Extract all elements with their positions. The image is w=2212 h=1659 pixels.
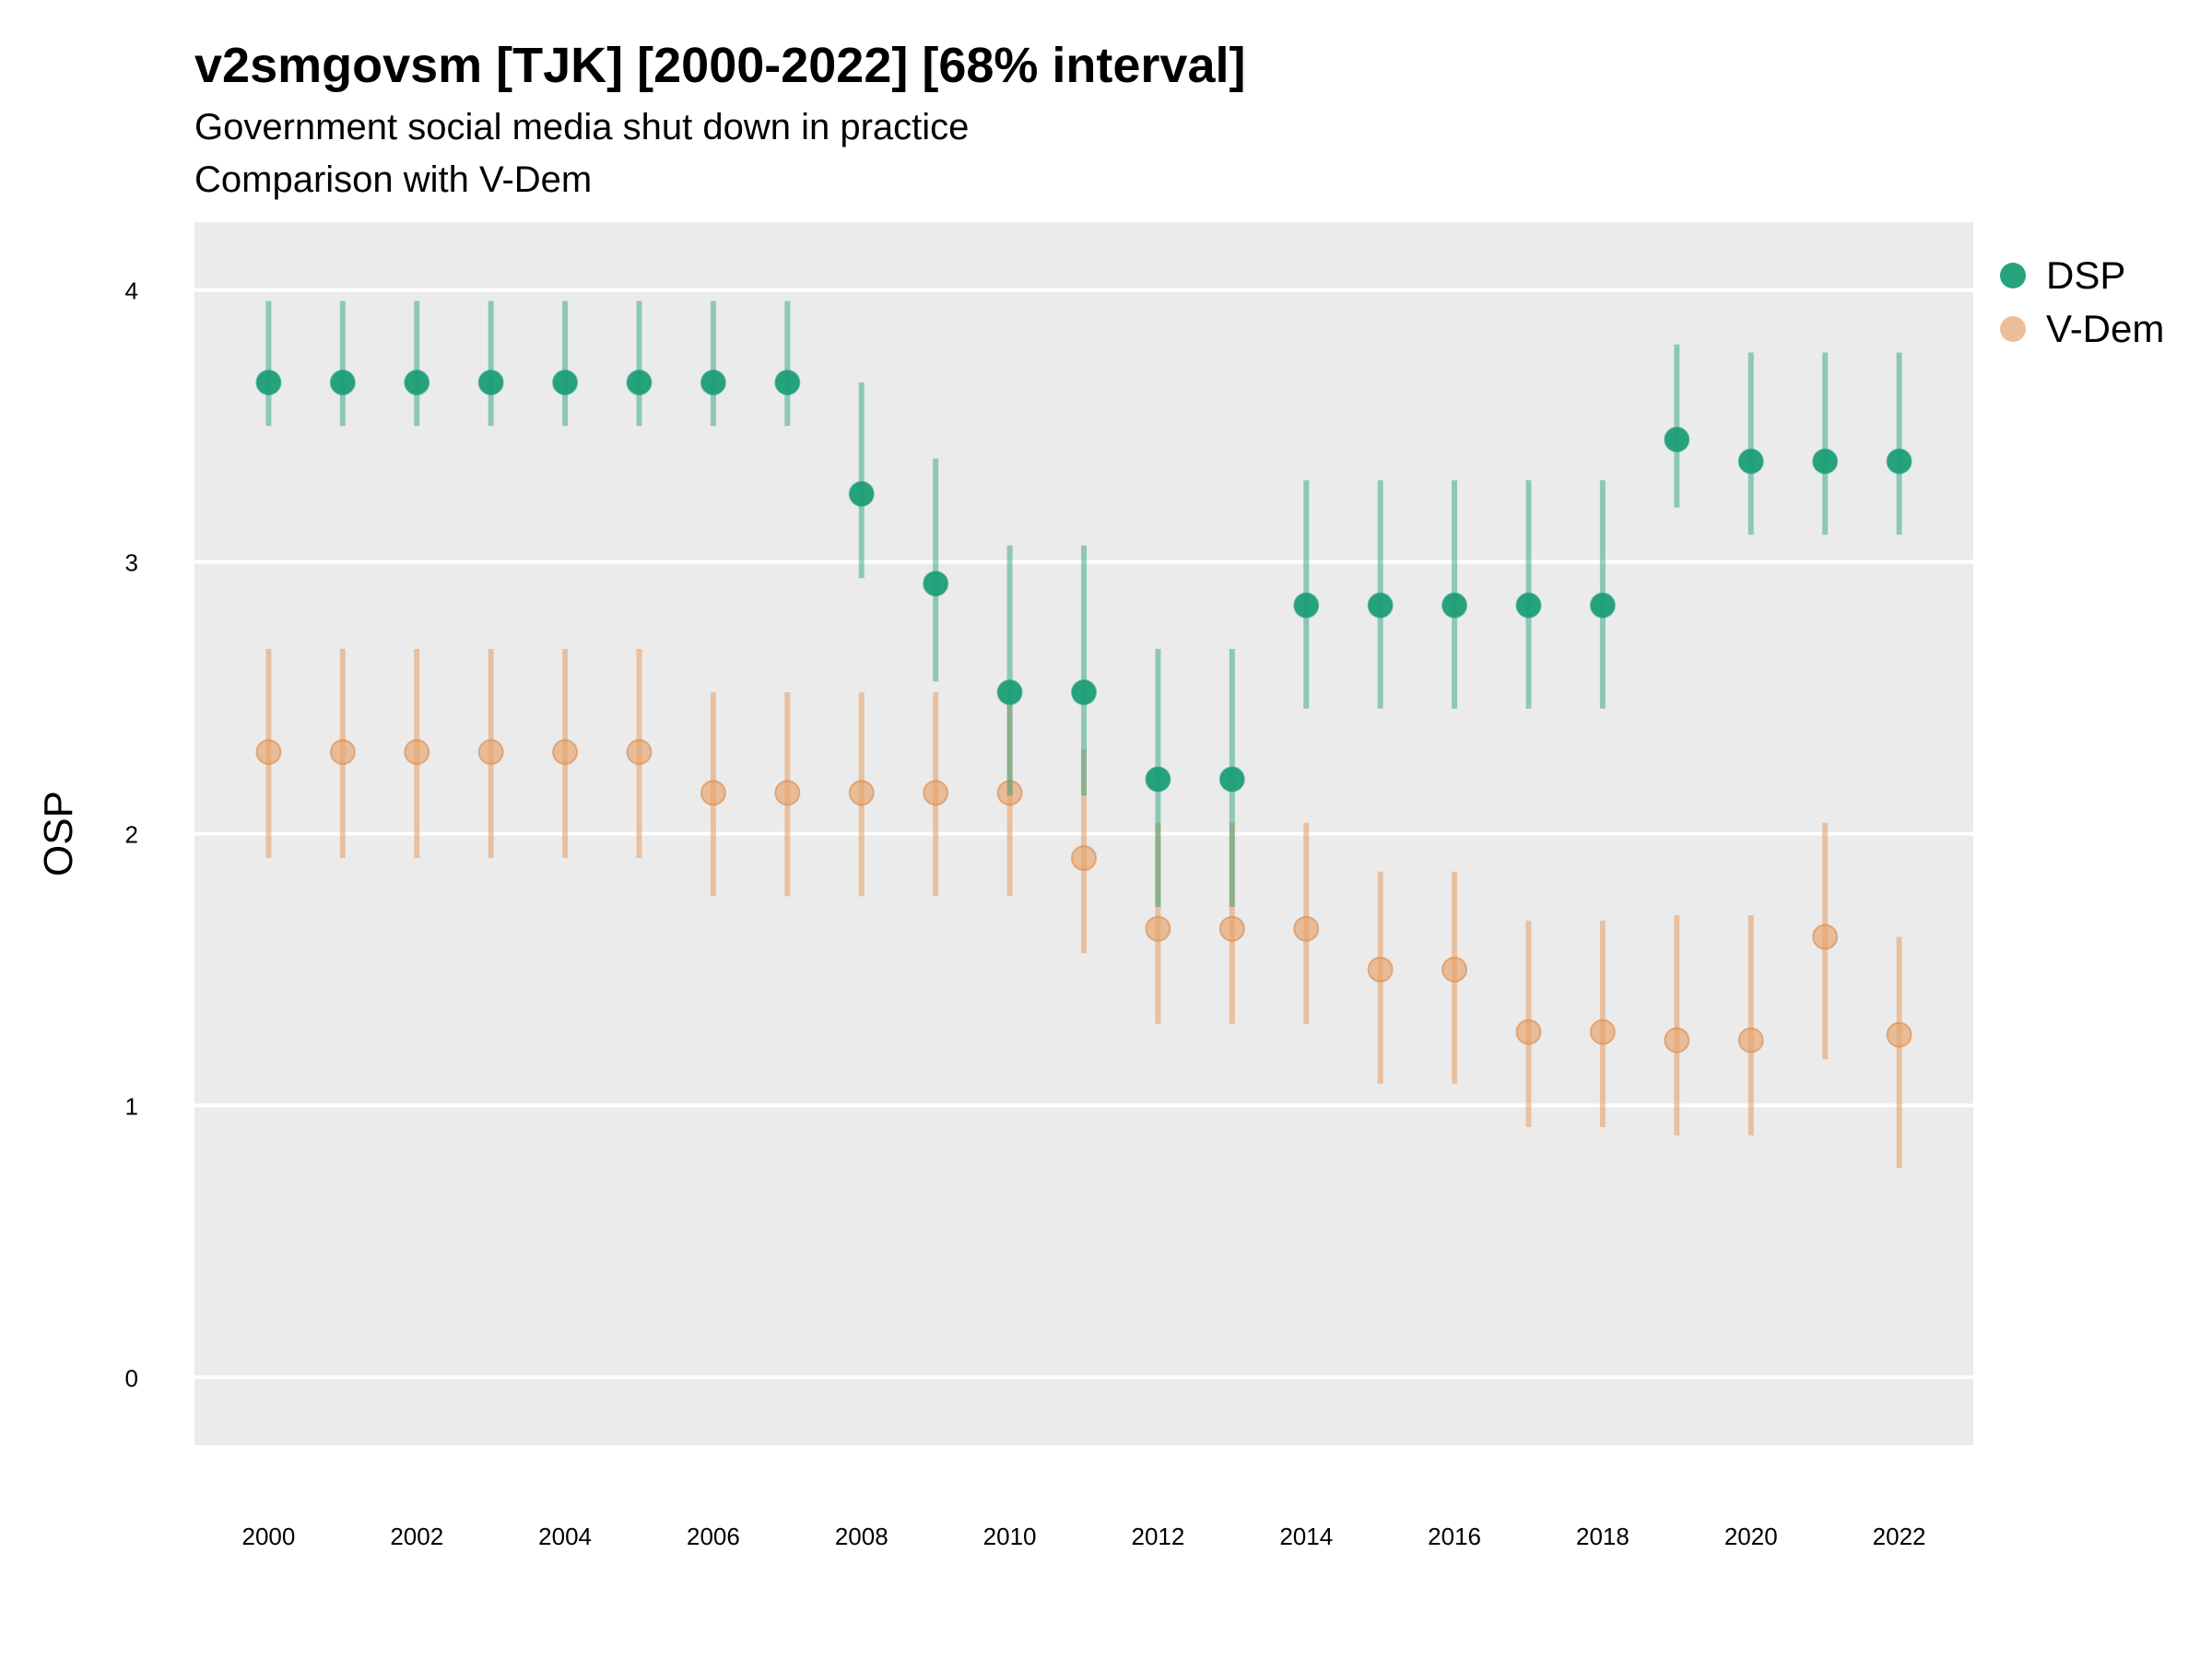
chart-caption: Comparison with V-Dem — [194, 159, 593, 200]
data-point — [1886, 448, 1912, 475]
series-dsp — [255, 300, 1912, 908]
data-point — [1367, 592, 1394, 618]
data-point — [477, 369, 504, 395]
chart-title: v2smgovsm [TJK] [2000-2022] [68% interva… — [194, 38, 1246, 93]
y-tick-label: 0 — [125, 1364, 138, 1392]
x-tick-label: 2018 — [1576, 1523, 1630, 1550]
chart-subtitle: Government social media shut down in pra… — [194, 107, 970, 147]
data-point — [255, 739, 282, 766]
legend: DSP V-Dem — [2000, 249, 2164, 356]
data-point — [1293, 915, 1320, 942]
data-point — [1812, 448, 1839, 475]
data-point — [1218, 766, 1245, 793]
data-point — [1664, 426, 1690, 453]
data-point — [700, 780, 726, 806]
data-point — [1589, 1018, 1616, 1045]
data-point — [1293, 592, 1320, 618]
x-tick-label: 2022 — [1873, 1523, 1926, 1550]
data-point — [923, 571, 949, 597]
legend-item-vdem: V-Dem — [2000, 302, 2164, 356]
data-point — [1886, 1021, 1912, 1048]
data-point — [1515, 592, 1542, 618]
legend-label-dsp: DSP — [2046, 253, 2126, 297]
data-point — [1218, 915, 1245, 942]
x-tick-label: 2016 — [1428, 1523, 1481, 1550]
legend-key-dsp — [2000, 263, 2026, 288]
data-point — [404, 369, 430, 395]
x-tick-label: 2010 — [983, 1523, 1037, 1550]
legend-label-vdem: V-Dem — [2046, 307, 2165, 350]
data-point — [1515, 1018, 1542, 1045]
x-tick-label: 2002 — [390, 1523, 443, 1550]
data-point — [700, 369, 726, 395]
x-tick-label: 2012 — [1131, 1523, 1184, 1550]
y-tick-label: 4 — [125, 277, 138, 305]
data-point — [1737, 448, 1764, 475]
data-point — [1145, 915, 1171, 942]
x-tick-label: 2020 — [1724, 1523, 1778, 1550]
data-point — [329, 739, 356, 766]
data-point — [626, 739, 653, 766]
data-point — [1664, 1027, 1690, 1053]
data-point — [774, 369, 801, 395]
data-point — [1737, 1027, 1764, 1053]
x-tick-label: 2004 — [538, 1523, 592, 1550]
data-point — [1441, 956, 1468, 982]
data-point — [774, 780, 801, 806]
data-point — [329, 369, 356, 395]
x-tick-label: 2014 — [1279, 1523, 1333, 1550]
data-point — [1812, 924, 1839, 950]
data-point — [1071, 679, 1097, 706]
series-v-dem — [255, 648, 1912, 1169]
y-axis-label: OSP — [36, 791, 81, 877]
data-point — [1145, 766, 1171, 793]
data-point — [996, 679, 1023, 706]
legend-item-dsp: DSP — [2000, 249, 2164, 302]
x-tick-label: 2000 — [241, 1523, 295, 1550]
data-point — [848, 780, 875, 806]
data-point — [552, 369, 579, 395]
y-tick-label: 2 — [125, 821, 138, 849]
y-tick-label: 1 — [125, 1092, 138, 1120]
data-point — [1367, 956, 1394, 982]
data-point — [552, 739, 579, 766]
data-point — [626, 369, 653, 395]
data-point — [404, 739, 430, 766]
data-point — [477, 739, 504, 766]
y-tick-label: 3 — [125, 549, 138, 577]
data-point — [1441, 592, 1468, 618]
x-tick-label: 2008 — [835, 1523, 888, 1550]
data-point — [255, 369, 282, 395]
x-tick-label: 2006 — [687, 1523, 740, 1550]
data-point — [996, 780, 1023, 806]
data-point — [923, 780, 949, 806]
data-point — [848, 480, 875, 507]
data-point — [1071, 845, 1097, 872]
legend-key-vdem — [2000, 316, 2026, 342]
data-point — [1589, 592, 1616, 618]
